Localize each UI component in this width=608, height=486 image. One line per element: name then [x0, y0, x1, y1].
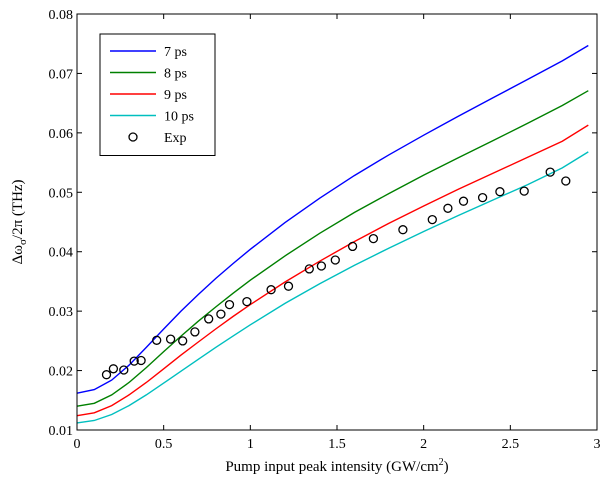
series-line-8-ps [76, 90, 589, 407]
exp-point [101, 370, 112, 380]
legend-label-exp: Exp [164, 131, 187, 146]
legend-label-10-ps: 10 ps [164, 110, 194, 125]
exp-point [398, 225, 408, 235]
exp-point [561, 176, 571, 186]
ticks-layer: 0 0.5 1 1.5 2 2.5 3 0.01 0.02 0.03 0.04 0.05 0.06 0.0… [49, 8, 601, 452]
y-axis-label-rest: /2π (THz) [10, 179, 26, 239]
exp-point [330, 255, 340, 265]
x-axis-label: Pump input peak intensity (GW/cm2) [225, 457, 448, 475]
exp-point [316, 261, 327, 271]
exp-point [129, 356, 139, 366]
exp-point [178, 336, 188, 346]
y-tick-label: 0.07 [49, 67, 74, 82]
series-line-7-ps [76, 44, 589, 394]
x-tick-label: 1 [247, 437, 254, 452]
exp-point [495, 187, 505, 197]
y-tick-label: 0.06 [49, 127, 74, 142]
x-tick-label: 0 [74, 437, 81, 452]
legend-marker-exp [128, 132, 138, 142]
exp-point [368, 233, 379, 244]
exp-point [427, 214, 437, 225]
legend-label-7-ps: 7 ps [164, 45, 187, 60]
x-axis-label-end: ) [444, 459, 449, 475]
exp-point [443, 203, 453, 213]
y-tick-label: 0.02 [49, 365, 74, 380]
exp-point [224, 299, 235, 310]
y-tick-label: 0.05 [49, 186, 74, 201]
x-axis-label-text: Pump input peak intensity (GW/cm [225, 459, 439, 475]
legend-label-9-ps: 9 ps [164, 88, 187, 103]
y-tick-label: 0.04 [49, 246, 74, 261]
y-axis-label-delta-omega: Δω [10, 245, 26, 265]
exp-point [347, 241, 358, 252]
legend-box [99, 33, 216, 156]
x-tick-label: 2.5 [502, 437, 520, 452]
legend: 7 ps 8 ps 9 ps 10 ps Exp [99, 33, 216, 156]
exp-point [283, 281, 294, 291]
exp-point [190, 327, 200, 337]
series-line-9-ps [76, 124, 589, 417]
exp-point [108, 364, 119, 374]
y-axis-label-subscript: σ [17, 239, 29, 245]
exp-point [152, 335, 162, 345]
exp-point [119, 365, 129, 375]
y-tick-label: 0.03 [49, 305, 74, 320]
exp-point [216, 309, 226, 319]
legend-items: 7 ps 8 ps 9 ps 10 ps Exp [110, 45, 194, 146]
series-line-10-ps [76, 151, 589, 424]
exp-point [204, 314, 214, 324]
x-tick-label: 1.5 [328, 437, 346, 452]
exp-point [304, 264, 314, 274]
x-tick-label: 0.5 [155, 437, 173, 452]
y-tick-label: 0.01 [49, 424, 74, 439]
exp-point [136, 355, 146, 366]
y-tick-label: 0.08 [49, 8, 74, 23]
y-axis-label: Δωσ/2π (THz) [10, 179, 29, 264]
x-tick-label: 2 [420, 437, 427, 452]
exp-point [519, 186, 529, 196]
x-tick-label: 3 [594, 437, 601, 452]
exp-point [242, 296, 252, 307]
exp-point [477, 192, 488, 203]
exp-point [266, 285, 276, 295]
legend-label-8-ps: 8 ps [164, 67, 187, 82]
exp-point [545, 167, 555, 177]
x-axis-label-superscript: 2 [439, 457, 444, 468]
exp-point [458, 196, 469, 206]
exp-point [165, 334, 176, 344]
scatter-layer [101, 167, 571, 380]
